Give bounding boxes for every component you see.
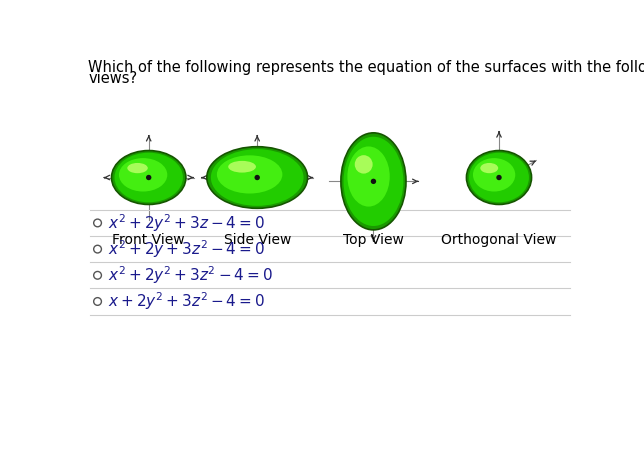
Ellipse shape: [128, 163, 147, 173]
Circle shape: [497, 175, 502, 180]
Ellipse shape: [343, 137, 403, 226]
Text: Side View: Side View: [223, 233, 291, 247]
Text: $x + 2y^2 + 3z^2 - 4 = 0$: $x + 2y^2 + 3z^2 - 4 = 0$: [108, 291, 265, 312]
Ellipse shape: [341, 133, 406, 230]
Ellipse shape: [347, 146, 390, 207]
Text: views?: views?: [88, 71, 137, 86]
Circle shape: [254, 175, 260, 180]
Circle shape: [146, 175, 151, 180]
Ellipse shape: [473, 158, 515, 191]
Text: Top View: Top View: [343, 233, 404, 247]
Text: $x^2 + 2y^2 + 3z^2 - 4 = 0$: $x^2 + 2y^2 + 3z^2 - 4 = 0$: [108, 264, 272, 286]
Ellipse shape: [469, 153, 529, 202]
Ellipse shape: [466, 151, 531, 204]
Text: Which of the following represents the equation of the surfaces with the followin: Which of the following represents the eq…: [88, 61, 644, 75]
Ellipse shape: [228, 161, 256, 173]
Ellipse shape: [480, 163, 498, 173]
Ellipse shape: [355, 155, 373, 174]
Ellipse shape: [115, 153, 183, 202]
Ellipse shape: [111, 151, 186, 204]
Text: $x^2 + 2y + 3z^2 - 4 = 0$: $x^2 + 2y + 3z^2 - 4 = 0$: [108, 238, 265, 260]
Text: $x^2 + 2y^2 + 3z - 4 = 0$: $x^2 + 2y^2 + 3z - 4 = 0$: [108, 212, 265, 234]
Circle shape: [371, 179, 376, 184]
Ellipse shape: [119, 158, 167, 191]
Ellipse shape: [211, 149, 303, 206]
Ellipse shape: [207, 147, 308, 208]
Ellipse shape: [217, 155, 282, 194]
Text: Orthogonal View: Orthogonal View: [441, 233, 556, 247]
Text: Front View: Front View: [113, 233, 185, 247]
